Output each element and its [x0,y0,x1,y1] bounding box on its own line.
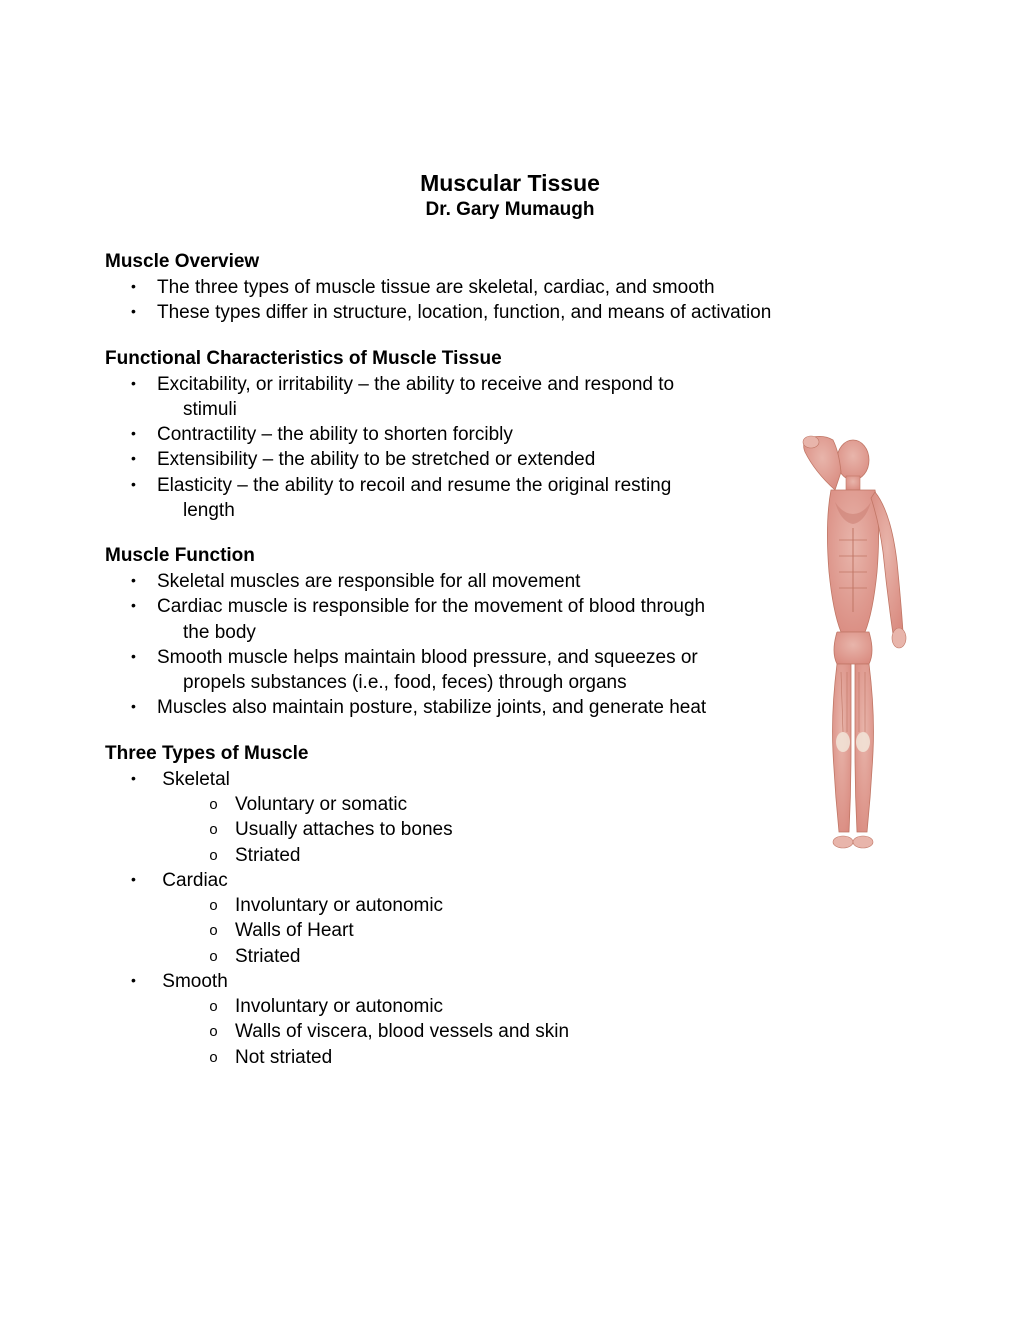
section-heading-characteristics: Functional Characteristics of Muscle Tis… [105,348,915,370]
function-list: Skeletal muscles are responsible for all… [105,569,725,721]
list-item: Muscles also maintain posture, stabilize… [157,695,725,720]
document-author: Dr. Gary Mumaugh [105,199,915,221]
list-item: The three types of muscle tissue are ske… [157,275,915,300]
list-item: Elasticity – the ability to recoil and r… [157,473,725,524]
cardiac-sublist: Involuntary or autonomic Walls of Heart … [183,893,915,969]
list-item: Extensibility – the ability to be stretc… [157,447,725,472]
characteristics-list: Excitability, or irritability – the abil… [105,372,725,524]
sublist-item: Striated [235,944,915,969]
list-item-label: Smooth [162,971,227,992]
list-item-cardiac: Cardiac Involuntary or autonomic Walls o… [157,868,915,969]
list-item: These types differ in structure, locatio… [157,300,915,325]
smooth-sublist: Involuntary or autonomic Walls of viscer… [183,994,915,1070]
document-page: Muscular Tissue Dr. Gary Mumaugh Muscle … [0,0,1020,1070]
list-item: Contractility – the ability to shorten f… [157,422,725,447]
list-item: Cardiac muscle is responsible for the mo… [157,594,725,645]
sublist-item: Involuntary or autonomic [235,893,915,918]
sublist-item: Not striated [235,1045,915,1070]
list-item: Smooth muscle helps maintain blood press… [157,645,725,696]
list-item-label: Skeletal [162,769,230,790]
overview-list: The three types of muscle tissue are ske… [105,275,915,326]
list-item: Skeletal muscles are responsible for all… [157,569,725,594]
sublist-item: Walls of viscera, blood vessels and skin [235,1019,915,1044]
sublist-item: Walls of Heart [235,918,915,943]
list-item-smooth: Smooth Involuntary or autonomic Walls of… [157,969,915,1070]
sublist-item: Involuntary or autonomic [235,994,915,1019]
list-item-label: Cardiac [162,870,227,891]
document-title: Muscular Tissue [105,170,915,197]
human-muscular-system-icon [765,432,940,864]
anatomy-figure [765,432,940,864]
section-heading-overview: Muscle Overview [105,251,915,273]
list-item: Excitability, or irritability – the abil… [157,372,725,423]
